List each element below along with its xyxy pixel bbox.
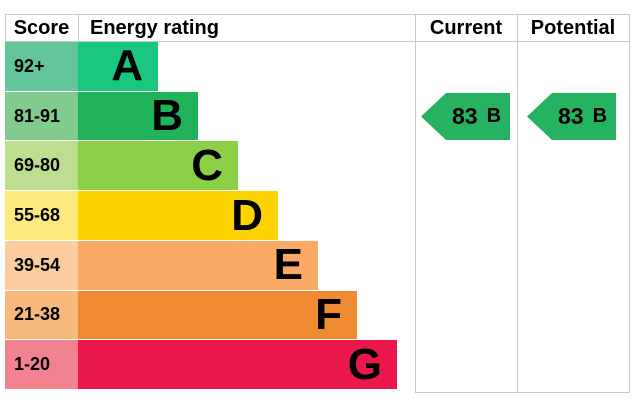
potential-header: Potential <box>530 16 616 39</box>
potential-score-value: 83 <box>557 103 584 129</box>
band-row: 39-54 E <box>5 240 405 290</box>
current-rating-arrow: 83 B <box>421 93 510 140</box>
rating-bar: D <box>78 191 278 240</box>
score-range-cell: 69-80 <box>5 141 78 191</box>
rating-bar: G <box>78 339 397 390</box>
score-range-label: 39-54 <box>14 254 61 275</box>
header-bottom-border-line <box>5 41 629 42</box>
current-column-left-border <box>415 14 416 392</box>
band-row: 1-20 G <box>5 339 405 390</box>
rating-letter: G <box>347 339 382 389</box>
band-row: 55-68 D <box>5 191 405 240</box>
score-range-label: 81-91 <box>14 105 61 126</box>
score-range-cell: 1-20 <box>5 340 78 390</box>
band-row: 21-38 F <box>5 289 405 340</box>
potential-band-letter: B <box>592 105 608 127</box>
band-row: 69-80 C <box>5 140 405 191</box>
band-row: 92+ A <box>5 42 405 91</box>
rating-bands-area: 92+ A 81-91 B 69-80 C 55-68 D 39-54 <box>5 42 405 390</box>
score-range-label: 69-80 <box>14 155 61 176</box>
rating-letter: C <box>191 140 223 190</box>
top-border-line <box>5 14 629 15</box>
score-range-cell: 55-68 <box>5 191 78 240</box>
score-column-left-border <box>5 14 6 41</box>
rating-bar: A <box>78 42 158 91</box>
score-range-cell: 21-38 <box>5 290 78 340</box>
band-row: 81-91 B <box>5 91 405 141</box>
potential-rating-arrow: 83 B <box>527 93 616 140</box>
rating-letter: A <box>111 41 143 91</box>
rating-letter: B <box>151 91 183 141</box>
rating-letter: D <box>231 190 263 240</box>
score-header: Score <box>13 16 70 39</box>
rating-letter: F <box>315 289 342 339</box>
rating-bar: C <box>78 140 238 191</box>
rating-bar: B <box>78 91 198 141</box>
current-score-value: 83 <box>451 103 478 129</box>
rating-bar: F <box>78 289 357 340</box>
rating-bar: E <box>78 240 318 290</box>
current-column-right-border <box>517 14 518 392</box>
score-range-label: 55-68 <box>14 205 61 226</box>
rating-letter: E <box>273 240 303 290</box>
score-range-label: 1-20 <box>14 354 51 375</box>
potential-column-right-border <box>629 14 630 392</box>
score-range-label: 92+ <box>14 55 45 76</box>
score-column-right-border <box>78 14 79 41</box>
score-range-cell: 92+ <box>5 42 78 91</box>
energy-rating-header: Energy rating <box>90 16 219 39</box>
current-header: Current <box>429 16 503 39</box>
score-range-cell: 81-91 <box>5 91 78 141</box>
score-range-label: 21-38 <box>14 304 61 325</box>
current-band-letter: B <box>486 105 502 127</box>
right-columns-bottom-border <box>415 392 630 393</box>
score-range-cell: 39-54 <box>5 240 78 290</box>
